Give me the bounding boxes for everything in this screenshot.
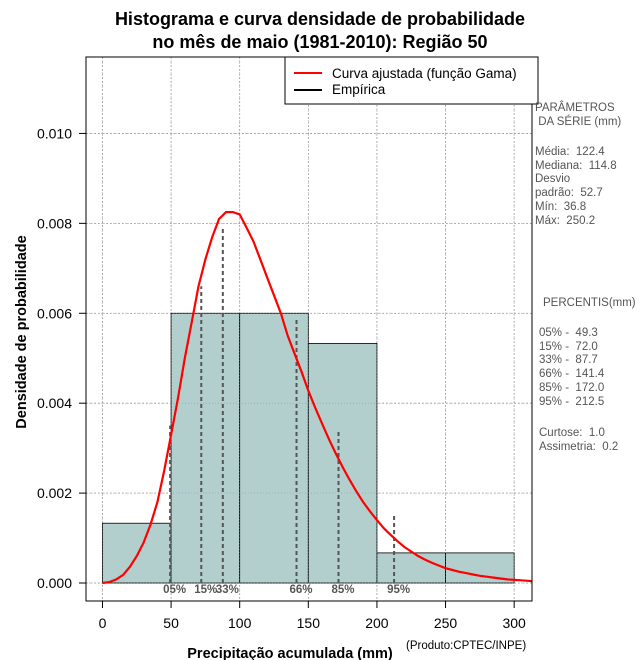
percentile-label-15%: 15% [194,584,217,596]
percentile-markers: 05% 15%33% 66% 85% 95% [163,227,410,596]
histogram-bar-1 [102,522,172,584]
percentile-label-66%: 66% [290,584,313,596]
y-tick-label: 0.004 [37,395,72,411]
gamma-curve [102,211,533,585]
y-tick-label: 0.002 [37,485,72,501]
y-tick-label: 0.000 [37,575,72,591]
histogram-bar-2 [170,312,241,584]
x-tick-label: 100 [228,615,252,631]
chart-title-line-2: no mês de maio (1981-2010): Região 50 [152,32,488,52]
shape-values: Curtose: 1.0 Assimetria: 0.2 [539,427,619,453]
histogram-bar-5 [376,552,446,584]
y-tick-label: 0.008 [37,215,72,231]
legend-box [284,56,539,105]
legend-empirical-label: Empírica [332,82,386,97]
x-axis-label: Precipitação acumulada (mm) [187,646,393,660]
percentile-label-95%: 95% [387,584,410,596]
percentiles-values: 05% - 49.3 15% - 72.0 33% - 87.7 66% - 1… [539,327,605,408]
x-axis: 0 50 100 150 200 250 300 [99,601,526,631]
y-axis: 0.000 0.002 0.004 0.006 0.008 0.010 [37,125,86,591]
percentile-label-85%: 85% [332,584,355,596]
percentiles-title: PERCENTIS(mm) [543,297,636,309]
gamma-curve-line [102,211,533,585]
x-tick-label: 250 [434,615,458,631]
x-tick-label: 0 [99,615,107,631]
percentile-label-05%: 05% [163,584,186,596]
histogram-bar-3 [239,312,309,584]
product-credit: (Produto:CPTEC/INPE) [406,640,527,652]
x-tick-label: 50 [163,615,179,631]
histogram-bar-4 [307,342,378,584]
histogram-bars [86,57,532,601]
y-axis-label: Densidade de probabilidade [14,235,30,428]
x-tick-label: 300 [502,615,526,631]
stats-title: PARÂMETROS DA SÉRIE (mm) [535,102,622,128]
x-tick-label: 200 [365,615,389,631]
x-tick-label: 150 [297,615,321,631]
chart-title-line-1: Histograma e curva densidade de probabil… [114,9,526,29]
legend: Curva ajustada (função Gama) Empírica [284,56,539,105]
y-tick-label: 0.010 [37,125,72,141]
percentile-label-33%: 33% [216,584,239,596]
stats-values: Média: 122.4 Mediana: 114.8 Desvio padrã… [535,146,617,227]
legend-gamma-label: Curva ajustada (função Gama) [332,66,517,81]
y-tick-label: 0.006 [37,305,72,321]
